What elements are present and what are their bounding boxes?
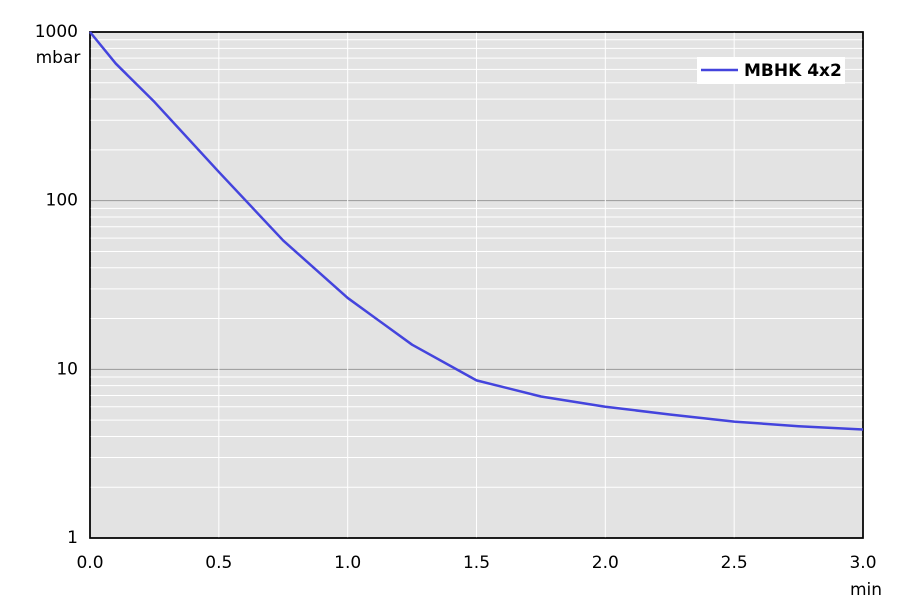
y-tick-label: 10 — [56, 359, 78, 379]
x-tick-label: 3.0 — [849, 553, 876, 573]
y-tick-label: 100 — [46, 191, 78, 211]
plot-frame — [89, 31, 864, 539]
line — [89, 31, 864, 431]
x-tick-label: 0.5 — [205, 553, 232, 573]
y-axis-label: mbar — [36, 48, 81, 68]
x-tick-label: 1.0 — [334, 553, 361, 573]
legend-label: MBHK 4x2 — [744, 61, 842, 81]
x-axis-label: min — [850, 580, 882, 600]
y-tick-label: 1 — [67, 528, 78, 548]
x-tick-label: 2.5 — [721, 553, 748, 573]
y-tick-label: 1000 — [35, 22, 78, 42]
x-tick-label: 2.0 — [592, 553, 619, 573]
x-tick-label: 0.0 — [76, 553, 103, 573]
x-tick-label: 1.5 — [463, 553, 490, 573]
